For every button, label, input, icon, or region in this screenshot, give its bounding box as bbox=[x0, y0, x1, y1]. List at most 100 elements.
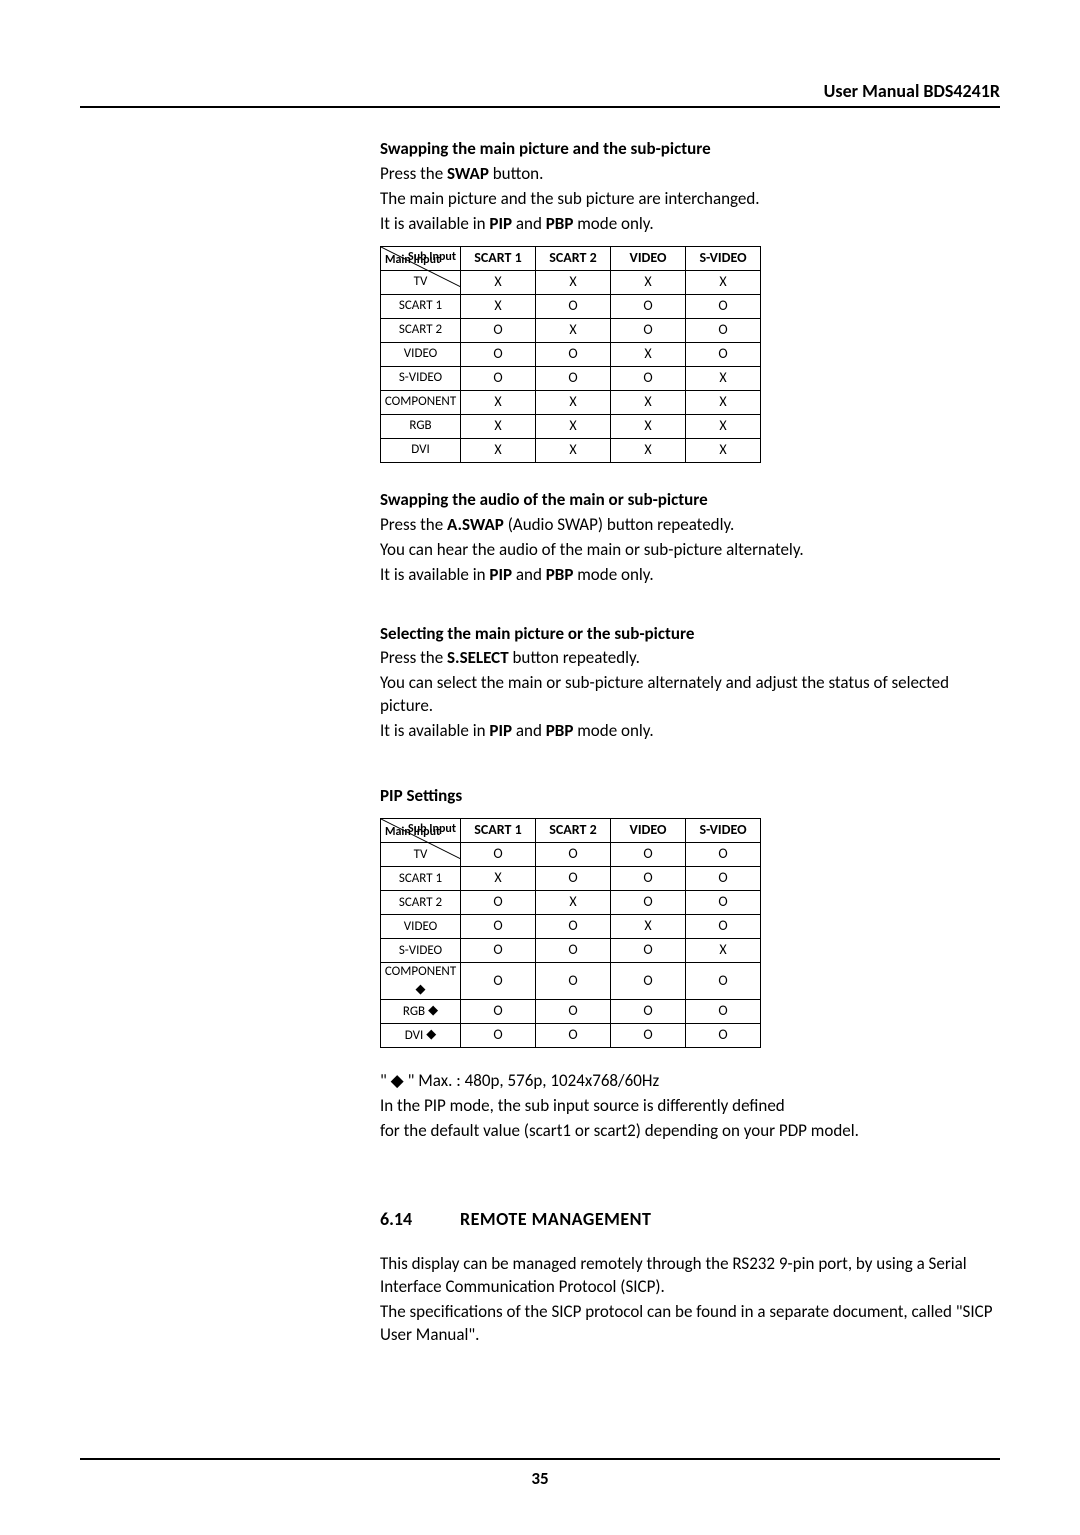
cell: X bbox=[461, 270, 536, 294]
cell: X bbox=[536, 438, 611, 462]
sec1-heading: Swapping the main picture and the sub-pi… bbox=[380, 138, 1000, 161]
cell: O bbox=[611, 867, 686, 891]
table-row: COMPONENT ◆OOOO bbox=[381, 963, 761, 1000]
pip-label: PIP bbox=[489, 213, 512, 234]
text: It is available in bbox=[380, 213, 489, 234]
col-header: SCART 1 bbox=[461, 246, 536, 270]
cell: X bbox=[461, 294, 536, 318]
row-header: RGB bbox=[381, 414, 461, 438]
cell: O bbox=[461, 1024, 536, 1048]
note-line1: " ◆ " Max. : 480p, 576p, 1024x768/60Hz bbox=[380, 1070, 1000, 1093]
row-header: SCART 2 bbox=[381, 891, 461, 915]
content-column: Swapping the main picture and the sub-pi… bbox=[380, 138, 1000, 1347]
sec3-line2: You can select the main or sub-picture a… bbox=[380, 672, 1000, 718]
text: It is available in bbox=[380, 564, 489, 585]
cell: O bbox=[536, 294, 611, 318]
cell: O bbox=[686, 915, 761, 939]
row-header: S-VIDEO bbox=[381, 366, 461, 390]
cell: O bbox=[686, 318, 761, 342]
cell: O bbox=[536, 1024, 611, 1048]
cell: X bbox=[611, 270, 686, 294]
text: Press the bbox=[380, 514, 447, 535]
cell: X bbox=[686, 438, 761, 462]
cell: X bbox=[611, 438, 686, 462]
text: It is available in bbox=[380, 720, 489, 741]
table-row: S-VIDEOOOOX bbox=[381, 939, 761, 963]
cell: X bbox=[686, 270, 761, 294]
row-header: SCART 1 bbox=[381, 867, 461, 891]
table-row: VIDEOOOXO bbox=[381, 915, 761, 939]
text: button. bbox=[489, 163, 544, 184]
sselect-label: S.SELECT bbox=[447, 647, 509, 668]
text: Press the bbox=[380, 647, 447, 668]
row-header: VIDEO bbox=[381, 342, 461, 366]
table-header-row: Sub Input Main Input SCART 1SCART 2VIDEO… bbox=[381, 246, 761, 270]
text: button repeatedly. bbox=[509, 647, 640, 668]
cell: O bbox=[611, 366, 686, 390]
header-bar: User Manual BDS4241R bbox=[80, 80, 1000, 108]
pip-table: Sub Input Main Input SCART 1SCART 2VIDEO… bbox=[380, 818, 761, 1048]
cell: O bbox=[536, 867, 611, 891]
section-number: 6.14 bbox=[380, 1207, 460, 1231]
table-row: SCART 1XOOO bbox=[381, 294, 761, 318]
cell: X bbox=[461, 867, 536, 891]
cell: X bbox=[686, 939, 761, 963]
swap-label: SWAP bbox=[447, 163, 489, 184]
cell: O bbox=[461, 843, 536, 867]
page-number: 35 bbox=[531, 1468, 548, 1489]
cell: O bbox=[686, 843, 761, 867]
section-title: REMOTE MANAGEMENT bbox=[460, 1207, 651, 1231]
col-header: VIDEO bbox=[611, 246, 686, 270]
cell: X bbox=[536, 891, 611, 915]
cell: O bbox=[611, 1000, 686, 1024]
cell: X bbox=[611, 414, 686, 438]
text: (Audio SWAP) button repeatedly. bbox=[504, 514, 735, 535]
cell: O bbox=[686, 963, 761, 1000]
cell: O bbox=[461, 342, 536, 366]
cell: O bbox=[536, 342, 611, 366]
sec1-line1: Press the SWAP button. bbox=[380, 163, 1000, 186]
cell: O bbox=[686, 867, 761, 891]
cell: X bbox=[611, 390, 686, 414]
col-header: SCART 1 bbox=[461, 819, 536, 843]
row-header: RGB ◆ bbox=[381, 1000, 461, 1024]
diamond-icon: ◆ bbox=[416, 981, 426, 999]
sec3-line1: Press the S.SELECT button repeatedly. bbox=[380, 647, 1000, 670]
text: mode only. bbox=[573, 720, 653, 741]
cell: O bbox=[536, 1000, 611, 1024]
table-row: SCART 2OXOO bbox=[381, 318, 761, 342]
cell: O bbox=[611, 294, 686, 318]
cell: O bbox=[611, 843, 686, 867]
diamond-icon: ◆ bbox=[426, 1026, 436, 1044]
swap-table: Sub Input Main Input SCART 1SCART 2VIDEO… bbox=[380, 246, 761, 463]
table-row: DVI ◆OOOO bbox=[381, 1024, 761, 1048]
table-row: COMPONENTXXXX bbox=[381, 390, 761, 414]
table-row: RGB ◆OOOO bbox=[381, 1000, 761, 1024]
table-header-row: Sub Input Main Input SCART 1SCART 2VIDEO… bbox=[381, 819, 761, 843]
col-header: SCART 2 bbox=[536, 246, 611, 270]
note-line2: In the PIP mode, the sub input source is… bbox=[380, 1095, 1000, 1118]
col-header: S-VIDEO bbox=[686, 819, 761, 843]
cell: O bbox=[536, 939, 611, 963]
cell: O bbox=[611, 939, 686, 963]
cell: O bbox=[461, 939, 536, 963]
aswap-label: A.SWAP bbox=[447, 514, 504, 535]
cell: O bbox=[611, 318, 686, 342]
cell: O bbox=[686, 294, 761, 318]
header-title: User Manual BDS4241R bbox=[824, 80, 1000, 102]
sec3-line3: It is available in PIP and PBP mode only… bbox=[380, 720, 1000, 743]
cell: X bbox=[536, 390, 611, 414]
cell: O bbox=[686, 1024, 761, 1048]
cell: O bbox=[611, 1024, 686, 1048]
row-header: S-VIDEO bbox=[381, 939, 461, 963]
pip-label: PIP bbox=[489, 564, 512, 585]
row-header: VIDEO bbox=[381, 915, 461, 939]
cell: O bbox=[611, 963, 686, 1000]
text: and bbox=[512, 720, 546, 741]
sec2-line1: Press the A.SWAP (Audio SWAP) button rep… bbox=[380, 514, 1000, 537]
table-row: RGBXXXX bbox=[381, 414, 761, 438]
cell: O bbox=[611, 891, 686, 915]
sec1-line3: It is available in PIP and PBP mode only… bbox=[380, 213, 1000, 236]
cell: O bbox=[461, 366, 536, 390]
row-header: COMPONENT bbox=[381, 390, 461, 414]
